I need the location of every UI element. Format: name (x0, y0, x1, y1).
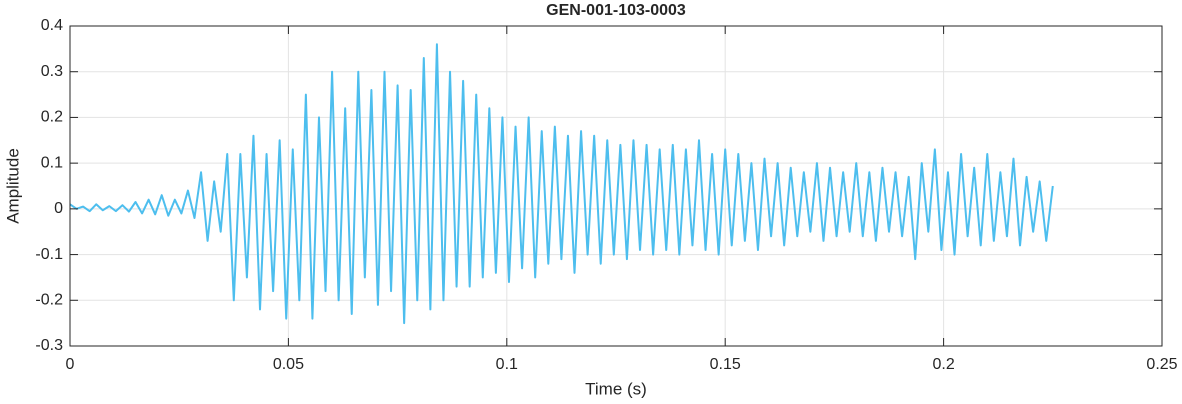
x-tick-label: 0.05 (273, 356, 304, 373)
y-tick-label: -0.1 (35, 246, 63, 263)
plot-frame (69, 25, 1163, 347)
x-axis-label: Time (s) (585, 379, 647, 398)
y-tick-label: 0 (54, 200, 63, 217)
y-tick-label: -0.2 (35, 292, 63, 309)
y-axis-label: Amplitude (3, 148, 22, 224)
y-tick-label: 0.3 (41, 63, 63, 80)
y-tick-label: 0.4 (41, 17, 63, 34)
waveform-line (69, 43, 1054, 325)
y-tick-label: -0.3 (35, 337, 63, 354)
y-tick-label: 0.2 (41, 109, 63, 126)
x-tick-label: 0 (66, 356, 75, 373)
x-tick-label: 0.2 (932, 356, 954, 373)
y-tick-label: 0.1 (41, 154, 63, 171)
chart-title: GEN-001-103-0003 (546, 2, 686, 19)
x-tick-label: 0.15 (710, 356, 741, 373)
x-tick-label: 0.25 (1146, 356, 1177, 373)
x-tick-label: 0.1 (496, 356, 518, 373)
